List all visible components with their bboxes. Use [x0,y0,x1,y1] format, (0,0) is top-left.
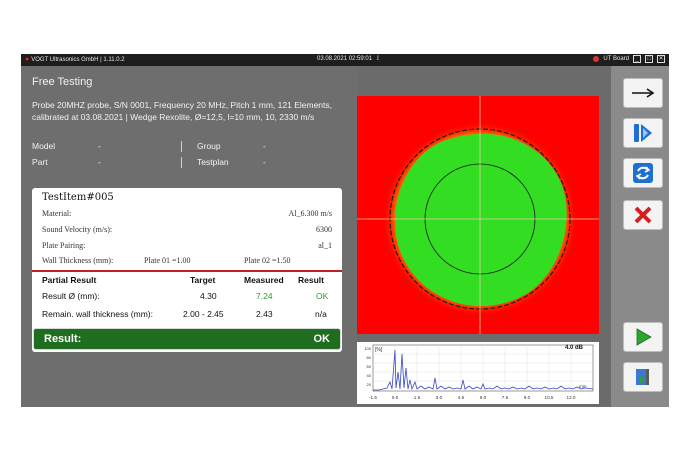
plate02-value: Plate 02 =1.50 [244,256,291,265]
x-tick-label: -1.5 [369,395,377,400]
result-row-measured: 7.24 [256,291,273,301]
vogt-logo-icon: ● [25,56,30,63]
y-tick-label: 60 [367,364,372,369]
datetime-text: 03.08.2021 02:59:01 [317,56,373,62]
info-divider [181,141,182,152]
result-header: Result [298,275,324,285]
next-button[interactable] [623,78,663,108]
start-button[interactable] [623,322,663,352]
title-bar: ● VOGT Ultrasonics GmbH | 1.11.0.2 03.08… [21,54,669,66]
model-value: - [98,141,101,151]
y-tick-label: 20 [367,382,372,387]
group-value: - [263,141,266,151]
result-row-target: 4.30 [200,291,217,301]
final-result-value: OK [313,333,331,345]
measured-header: Measured [244,275,284,285]
result-row-name: Result Ø (mm): [42,291,100,301]
delete-icon [634,206,652,224]
media-next-icon [634,124,652,142]
company-version: VOGT Ultrasonics GmbH | 1.11.0.2 [31,56,125,63]
page-title: Free Testing [32,76,93,88]
result-row-target: 2.00 - 2.45 [183,309,224,319]
model-label: Model [32,141,56,151]
x-tick-label: 9.0 [524,395,531,400]
y-tick-label: 80 [367,355,372,360]
testplan-value: - [263,157,266,167]
close-window-button[interactable]: ✕ [657,55,665,63]
a-scan-x-ticks: -1.5 0.0 1.5 3.0 4.5 6.0 7.5 9.0 10.5 12… [369,395,576,400]
part-row: Part - [32,157,101,167]
test-item-title: TestItem#005 [42,192,114,203]
plate-pairing-value: al_1 [318,241,332,250]
exit-icon [636,369,649,385]
group-row: Group - [197,141,266,151]
sound-velocity-label: Sound Velocity (m/s): [42,225,113,234]
result-row-measured: 2.43 [256,309,273,319]
part-label: Part [32,157,48,167]
skip-button[interactable] [623,118,663,148]
result-row-name: Remain. wall thickness (mm): [42,309,153,319]
datetime: 03.08.2021 02:59:01 ⟟ [317,56,379,63]
usb-icon: ⟟ [376,56,379,62]
part-value: - [98,157,101,167]
partial-result-header: Partial Result [42,275,97,285]
x-tick-label: 7.5 [502,395,509,400]
x-tick-label: 1.5 [414,395,421,400]
maximize-button[interactable]: □ [645,55,653,63]
title-bar-left: ● VOGT Ultrasonics GmbH | 1.11.0.2 [25,56,125,63]
board-label: UT Board [603,56,629,62]
title-bar-right: UT Board _ □ ✕ [593,55,665,63]
material-label: Material: [42,209,72,218]
exit-button[interactable] [623,362,663,392]
board-status-icon [593,56,600,62]
sound-velocity-value: 6300 [316,225,332,234]
result-row-status: OK [316,291,329,301]
app-window: ● VOGT Ultrasonics GmbH | 1.11.0.2 03.08… [21,54,669,407]
result-row-status: n/a [315,309,327,319]
plate-pairing-label: Plate Pairing: [42,241,86,250]
testplan-label: Testplan [197,157,229,167]
material-value: Al_6.300 m/s [288,209,332,218]
test-item-card: TestItem#005 Material: Al_6.300 m/s Soun… [32,188,342,352]
testplan-row: Testplan - [197,157,266,167]
y-tick-label: 100 [364,346,371,351]
c-scan-view[interactable] [357,96,599,334]
arrow-right-icon [632,88,655,98]
plate01-value: Plate 01 =1.00 [144,256,191,265]
final-result-label: Result: [44,333,82,345]
wall-thickness-label: Wall Thickness (mm): [42,256,114,265]
refresh-icon [633,163,653,183]
a-scan-gain: 4.0 dB [564,345,583,351]
a-scan-grid [373,345,593,391]
x-tick-label: 4.5 [458,395,465,400]
right-toolbar [611,66,669,407]
divider [32,270,342,272]
model-row: Model - [32,141,101,151]
left-panel: Free Testing Probe 20MHZ probe, S/N 0001… [21,66,357,407]
final-result-bar: Result: OK [33,328,341,350]
minimize-button[interactable]: _ [633,55,641,63]
probe-description: Probe 20MHZ probe, S/N 0001, Frequency 2… [32,100,332,122]
info-divider [181,157,182,168]
x-tick-label: 12.0 [567,395,576,400]
target-header: Target [190,275,216,285]
y-tick-label: 40 [367,373,372,378]
x-tick-label: 10.5 [545,395,554,400]
a-scan-y-ticks: 100 80 60 40 20 [364,346,371,387]
refresh-button[interactable] [623,158,663,188]
a-scan-xlabel: mm [579,384,587,389]
a-scan-ylabel: [%] [375,347,383,353]
group-label: Group [197,141,221,151]
x-tick-label: 0.0 [392,395,399,400]
x-tick-label: 6.0 [480,395,487,400]
a-scan-signal [373,349,594,391]
a-scan-chart: [%] mm -1.5 0.0 1.5 3.0 4.5 6.0 7.5 9.0 … [364,344,594,400]
x-tick-label: 3.0 [436,395,443,400]
delete-button[interactable] [623,200,663,230]
play-icon [636,328,652,346]
c-scan-coverage [395,133,567,307]
a-scan-panel: [%] mm -1.5 0.0 1.5 3.0 4.5 6.0 7.5 9.0 … [357,342,599,404]
